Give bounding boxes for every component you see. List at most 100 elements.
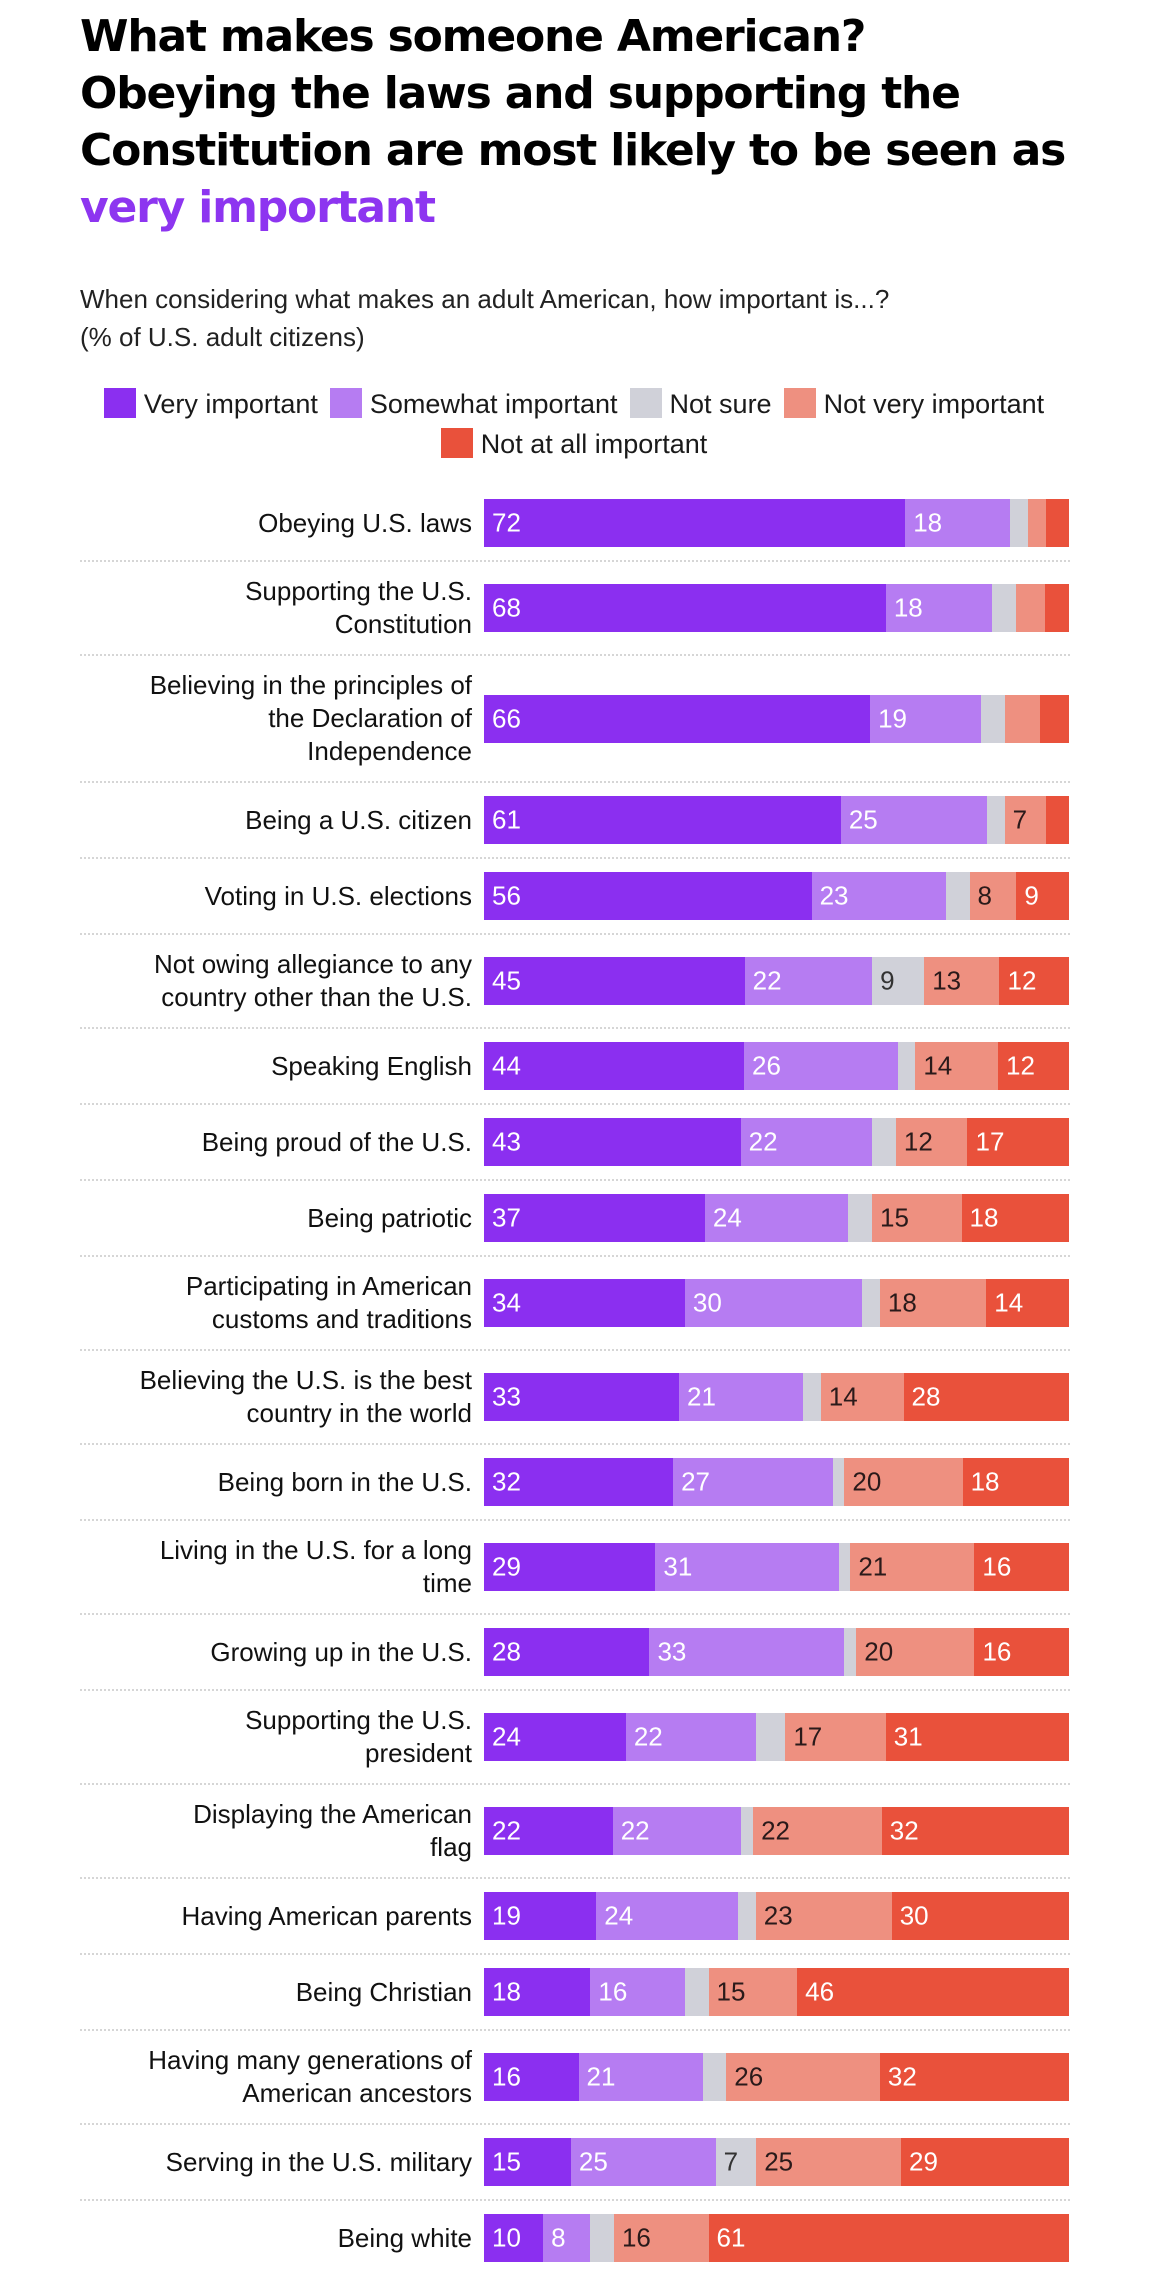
bar-segment-somewhat-important: 18	[905, 499, 1011, 547]
category-label: Not owing allegiance to any country other…	[80, 948, 484, 1014]
bar-segment-not-very-important: 18	[879, 1279, 987, 1327]
bar-segment-not-at-all-important: 12	[998, 1042, 1069, 1090]
category-label-line: Being white	[337, 2222, 472, 2253]
category-label: Displaying the American flag	[80, 1798, 484, 1864]
data-label: 30	[692, 1287, 722, 1318]
legend-swatch	[103, 388, 136, 418]
category-label-line: Independence	[307, 736, 472, 766]
category-label: Obeying U.S. laws	[80, 507, 484, 540]
bar-segment-not-very-important: 17	[785, 1713, 886, 1761]
bar-segment-not-sure: 9	[872, 957, 925, 1005]
stacked-bar: 68 18	[484, 584, 1069, 632]
bar-segment-not-sure	[897, 1042, 916, 1090]
data-label: 66	[492, 703, 521, 733]
legend-swatch	[629, 388, 662, 418]
bar-segment-not-at-all-important: 29	[901, 2138, 1069, 2186]
legend-label: Somewhat important	[369, 389, 618, 419]
category-label-line: Obeying U.S. laws	[258, 507, 472, 538]
category-label: Speaking English	[80, 1050, 484, 1083]
bar-segment-not-at-all-important: 17	[967, 1118, 1069, 1166]
category-label: Serving in the U.S. military	[80, 2146, 484, 2179]
category-label: Participating in American customs and tra…	[80, 1270, 484, 1336]
stacked-bar: 10 8 16 61	[484, 2214, 1069, 2262]
bar-row: Supporting the U.S. president 24 22 17 31	[80, 1691, 1070, 1785]
category-label: Growing up in the U.S.	[80, 1636, 484, 1669]
bar-segment-very-important: 29	[484, 1543, 656, 1591]
stacked-bar: 61 25 7	[484, 796, 1069, 844]
bar-segment-not-sure	[848, 1194, 872, 1242]
stacked-bar: 33 21 14 28	[484, 1373, 1069, 1421]
bar-segment-not-at-all-important: 18	[962, 1458, 1069, 1506]
data-label: 72	[492, 507, 521, 538]
bar-segment-not-very-important: 14	[820, 1373, 904, 1421]
bar-segment-somewhat-important: 22	[612, 1807, 742, 1855]
data-label: 32	[889, 1815, 919, 1846]
data-label: 20	[852, 1466, 882, 1497]
legend-swatch	[440, 428, 473, 458]
bar-segment-not-very-important: 15	[708, 1968, 798, 2016]
bar-row: Participating in American customs and tra…	[80, 1257, 1070, 1351]
bar-segment-not-at-all-important: 16	[974, 1543, 1069, 1591]
bar-row: Believing in the principles of the Declar…	[80, 656, 1070, 783]
data-label: 26	[751, 1050, 781, 1081]
bar-segment-very-important: 16	[484, 2053, 579, 2101]
bar-segment-not-sure	[738, 1892, 756, 1940]
category-label: Believing in the principles of the Declar…	[80, 669, 484, 768]
bar-row: Being patriotic 37 24 15 18	[80, 1181, 1070, 1257]
bar-segment-very-important: 44	[484, 1042, 744, 1090]
chart-title: What makes someone American? Obeying the…	[80, 0, 1070, 236]
bar-segment-somewhat-important: 26	[743, 1042, 898, 1090]
title-text: What makes someone American? Obeying the…	[80, 11, 1066, 176]
bar-segment-very-important: 33	[484, 1373, 679, 1421]
data-label: 25	[764, 2146, 794, 2177]
stacked-bar: 22 22 22 32	[484, 1807, 1069, 1855]
bar-segment-not-at-all-important	[1045, 499, 1069, 547]
legend-item: Not very important	[783, 384, 1044, 424]
category-label: Having American parents	[80, 1900, 484, 1933]
bar-segment-somewhat-important: 16	[590, 1968, 685, 2016]
bar-segment-not-sure	[755, 1713, 786, 1761]
bar-row: Being born in the U.S. 32 27 20 18	[80, 1445, 1070, 1521]
data-label: 26	[734, 2061, 764, 2092]
category-label-line: Constitution	[334, 609, 472, 639]
bar-segment-very-important: 22	[484, 1807, 613, 1855]
category-label-line: Having American parents	[181, 1900, 472, 1931]
bar-segment-very-important: 72	[484, 499, 906, 547]
data-label: 22	[752, 965, 782, 996]
stacked-bar: 15 25 7 25 29	[484, 2138, 1069, 2186]
data-label: 32	[492, 1466, 521, 1497]
bar-segment-not-sure	[832, 1458, 845, 1506]
legend-swatch	[783, 388, 816, 418]
bar-row: Being a U.S. citizen 61 25 7	[80, 783, 1070, 859]
category-label-line: the Declaration of	[268, 703, 472, 733]
bar-segment-not-very-important: 12	[895, 1118, 968, 1166]
data-label: 9	[1024, 880, 1039, 911]
data-label: 14	[994, 1287, 1024, 1318]
stacked-bar: 19 24 23 30	[484, 1892, 1069, 1940]
category-label: Being white	[80, 2222, 484, 2255]
bar-segment-not-sure	[844, 1628, 857, 1676]
category-label-line: Serving in the U.S. military	[165, 2146, 472, 2177]
stacked-bar: 45 22 9 13 12	[484, 957, 1069, 1005]
data-label: 16	[982, 1636, 1012, 1667]
data-label: 29	[909, 2146, 938, 2177]
data-label: 45	[492, 965, 521, 996]
bar-segment-not-very-important: 23	[755, 1892, 892, 1940]
bar-segment-somewhat-important: 8	[543, 2214, 591, 2262]
stacked-bar: 34 30 18 14	[484, 1279, 1069, 1327]
bar-segment-not-at-all-important: 12	[999, 957, 1069, 1005]
data-label: 18	[970, 1466, 1000, 1497]
data-label: 31	[663, 1551, 693, 1582]
data-label: 43	[492, 1126, 521, 1157]
category-label: Being born in the U.S.	[80, 1466, 484, 1499]
stacked-bar: 24 22 17 31	[484, 1713, 1069, 1761]
bar-segment-not-very-important: 25	[756, 2138, 901, 2186]
data-label: 28	[492, 1636, 521, 1667]
stacked-bar: 37 24 15 18	[484, 1194, 1069, 1242]
legend-item: Somewhat important	[329, 384, 618, 424]
category-label-line: customs and traditions	[211, 1304, 472, 1334]
category-label: Being proud of the U.S.	[80, 1126, 484, 1159]
bar-segment-somewhat-important: 21	[578, 2053, 703, 2101]
bar-segment-not-at-all-important: 9	[1016, 872, 1069, 920]
bar-segment-not-sure	[987, 796, 1005, 844]
